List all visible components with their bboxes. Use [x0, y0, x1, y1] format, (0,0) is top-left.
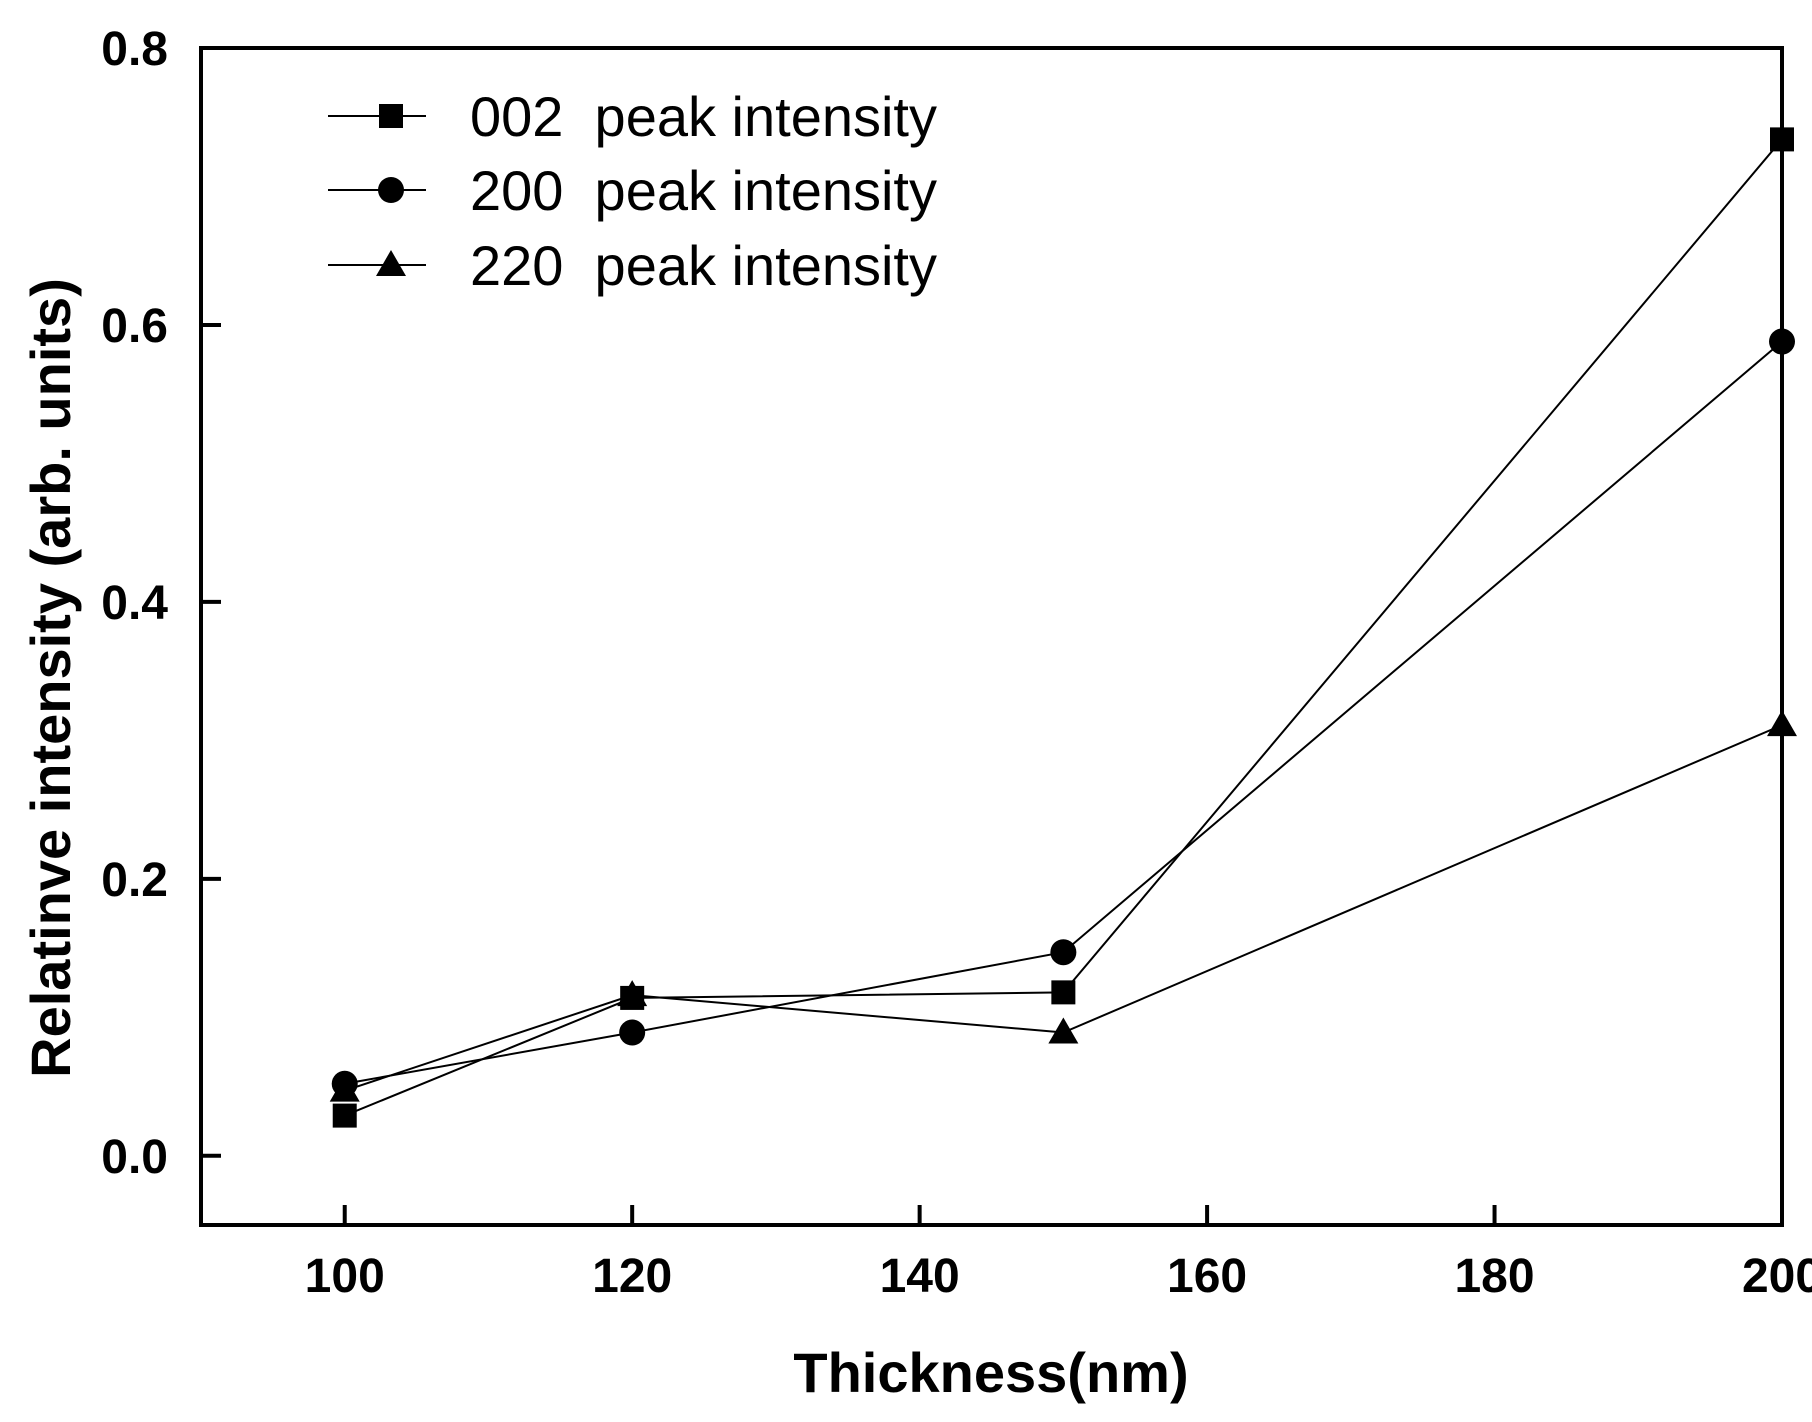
data-point-triangle — [617, 980, 648, 1007]
legend-item: 220 peak intensity — [328, 234, 937, 297]
legend-marker-square — [379, 104, 403, 128]
series-line-2 — [344, 724, 1783, 1092]
series-line-0 — [344, 138, 1783, 1117]
series-line-1 — [344, 340, 1783, 1085]
series-lines — [344, 138, 1783, 1117]
x-tick-label: 180 — [1454, 1250, 1534, 1303]
data-point-square — [1770, 127, 1794, 152]
y-tick-label: 0.2 — [101, 854, 168, 907]
data-point-triangle — [329, 1075, 360, 1102]
data-point-triangle — [1048, 1017, 1079, 1044]
y-axis-title: Relatinve intensity (arb. units) — [19, 278, 82, 1078]
x-axis-ticks: 100 120 140 160 180 200 — [305, 1205, 1812, 1303]
x-tick-label: 200 — [1742, 1250, 1812, 1303]
data-point-circle — [1769, 328, 1795, 355]
y-tick-label: 0.0 — [101, 1131, 168, 1184]
y-tick-label: 0.8 — [101, 23, 168, 76]
legend-marker-circle — [378, 177, 404, 203]
x-axis-title: Thickness(nm) — [793, 1341, 1188, 1404]
legend-label: 002 peak intensity — [470, 85, 937, 148]
legend-marker-triangle — [376, 250, 406, 276]
y-tick-label: 0.4 — [101, 577, 168, 630]
legend-item: 200 peak intensity — [328, 159, 937, 222]
data-point-circle — [1050, 939, 1077, 966]
x-tick-label: 100 — [305, 1250, 385, 1303]
data-point-square — [1051, 980, 1076, 1005]
data-point-square — [332, 1103, 357, 1128]
data-point-triangle — [1767, 710, 1797, 737]
legend-item: 002 peak intensity — [328, 85, 937, 148]
x-tick-label: 140 — [880, 1250, 960, 1303]
x-tick-label: 120 — [592, 1250, 672, 1303]
data-point-circle — [619, 1019, 646, 1046]
legend: 002 peak intensity 200 peak intensity 220 … — [328, 85, 937, 297]
legend-label: 220 peak intensity — [470, 234, 937, 297]
plot-frame — [199, 46, 1784, 1227]
legend-label: 200 peak intensity — [470, 159, 937, 222]
y-tick-label: 0.6 — [101, 300, 168, 353]
y-axis-ticks: 0.0 0.2 0.4 0.6 0.8 — [101, 23, 221, 1184]
x-tick-label: 160 — [1167, 1250, 1247, 1303]
series-markers — [329, 127, 1797, 1128]
